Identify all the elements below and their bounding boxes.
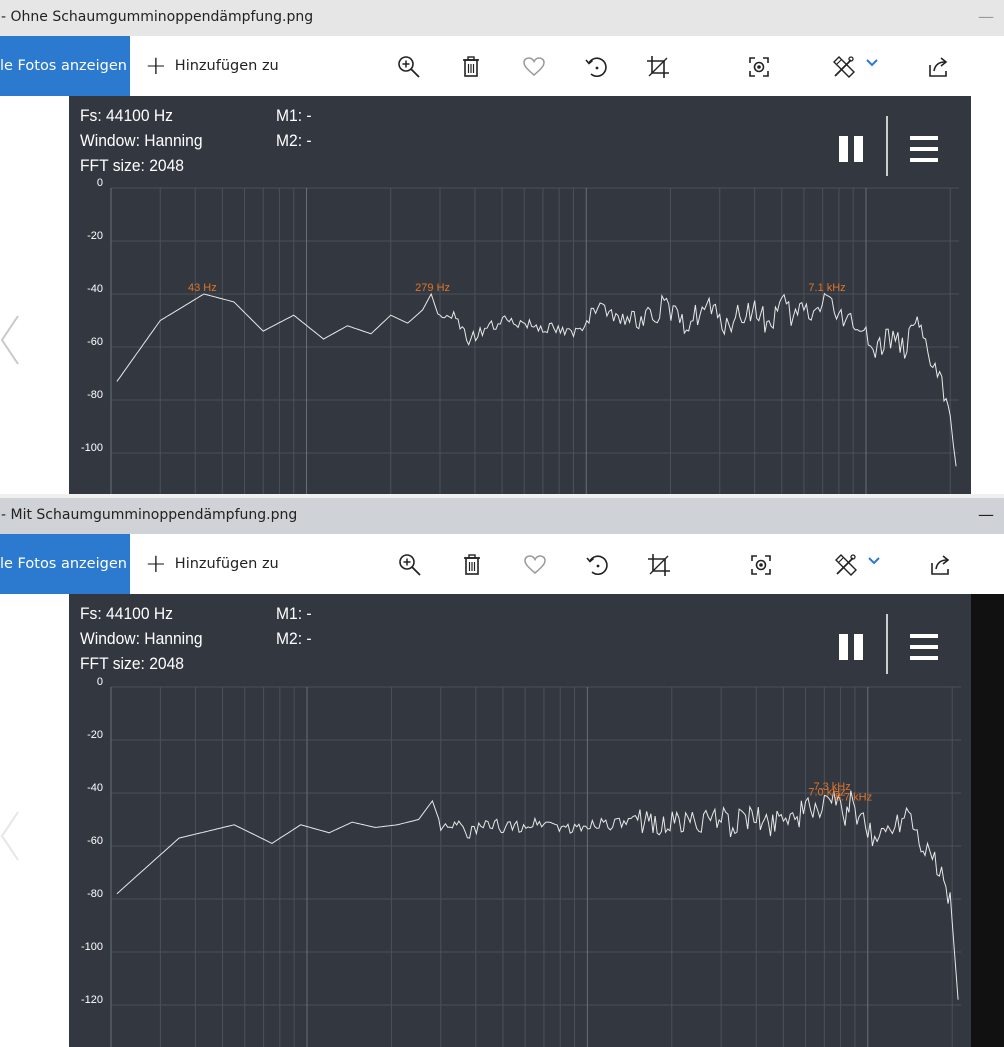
sample-rate-label: Fs: 44100 Hz [80,604,173,623]
window-title: - Mit Schaumgumminoppendämpfung.png [1,507,298,523]
all-photos-button[interactable]: le Fotos anzeigen [0,534,130,594]
zoom-in-icon[interactable] [396,54,422,80]
y-tick-label: -20 [87,230,103,242]
delete-icon[interactable] [459,552,485,578]
previous-arrow-icon[interactable] [0,808,20,864]
crop-icon[interactable] [645,54,671,80]
menu-bar [910,147,938,151]
title-bar[interactable]: - Ohne Schaumgumminoppendämpfung.png — [0,0,1004,36]
plus-icon: + [145,549,167,579]
photo-window-2: - Mit Schaumgumminoppendämpfung.png — le… [0,498,1004,1047]
peak-label: 7.3 kHz [813,781,850,793]
y-tick-label: -100 [81,442,103,454]
title-bar[interactable]: - Mit Schaumgumminoppendämpfung.png — [0,498,1004,534]
spectrum-analyzer-screen: Fs: 44100 Hz Window: Hanning FFT size: 204… [69,594,971,1047]
fft-size-label: FFT size: 2048 [80,156,184,175]
crop-icon[interactable] [646,552,672,578]
right-edge-strip [971,594,1004,1047]
focus-icon[interactable] [746,54,772,80]
add-to-label: Hinzufügen zu [174,58,279,74]
peak-label: 7.0 kHz [808,786,845,798]
all-photos-button[interactable]: le Fotos anzeigen [0,36,130,96]
y-tick-label: -120 [81,994,103,1006]
plus-icon: + [145,51,167,81]
y-tick-label: -80 [87,389,103,401]
toolbar: le Fotos anzeigen + Hinzufügen zu [0,36,1004,96]
rotate-icon[interactable] [584,552,610,578]
marker-2-label: M2: - [276,131,312,150]
pause-bar [854,634,863,660]
peak-label: 8.7 kHz [835,792,872,804]
right-edge-strip [971,96,1004,494]
spectrum-chart: Fs: 44100 Hz Window: Hanning FFT size: 204… [80,604,961,1047]
chevron-down-icon[interactable] [861,548,887,574]
marker-2-label: M2: - [276,629,312,648]
heart-icon[interactable] [522,552,548,578]
y-tick-label: -40 [87,283,103,295]
pause-bar [839,634,848,660]
menu-icon[interactable] [910,136,938,162]
menu-bar [910,136,938,140]
pause-button[interactable] [839,136,863,162]
pause-bar [854,136,863,162]
y-tick-label: -60 [87,835,103,847]
window-type-label: Window: Hanning [80,131,203,150]
share-icon[interactable] [927,552,953,578]
focus-icon[interactable] [748,552,774,578]
delete-icon[interactable] [458,54,484,80]
share-icon[interactable] [925,54,951,80]
add-to-button[interactable]: + Hinzufügen zu [145,36,279,96]
heart-icon[interactable] [521,54,547,80]
menu-icon[interactable] [910,634,938,660]
y-tick-label: -80 [87,888,103,900]
peak-label: 279 Hz [415,282,450,294]
edit-icon[interactable] [831,54,857,80]
y-tick-label: -60 [87,336,103,348]
edit-icon[interactable] [833,552,859,578]
peak-label: 7.1 kHz [808,282,845,294]
add-to-button[interactable]: + Hinzufügen zu [145,534,279,594]
y-tick-label: -40 [87,782,103,794]
spectrum-analyzer-screen: Fs: 44100 Hz Window: Hanning FFT size: 204… [69,96,971,494]
toolbar: le Fotos anzeigen + Hinzufügen zu [0,534,1004,594]
photo-window-1: - Ohne Schaumgumminoppendämpfung.png — l… [0,0,1004,494]
fft-size-label: FFT size: 2048 [80,654,184,673]
y-tick-label: 0 [97,177,103,189]
menu-bar [910,634,938,638]
marker-1-label: M1: - [276,604,312,623]
zoom-in-icon[interactable] [397,552,423,578]
window-title: - Ohne Schaumgumminoppendämpfung.png [1,9,314,25]
pause-button[interactable] [839,634,863,660]
chevron-down-icon[interactable] [859,50,885,76]
add-to-label: Hinzufügen zu [174,556,279,572]
spectrum-line [116,790,959,1000]
menu-bar [910,158,938,162]
y-tick-label: -100 [81,941,103,953]
minimize-button[interactable]: — [978,505,994,524]
sample-rate-label: Fs: 44100 Hz [80,106,173,125]
previous-arrow-icon[interactable] [0,312,20,368]
menu-bar [910,656,938,660]
minimize-button[interactable]: — [978,7,994,26]
rotate-icon[interactable] [583,54,609,80]
window-type-label: Window: Hanning [80,629,203,648]
y-tick-label: 0 [97,676,103,688]
menu-bar [910,645,938,649]
spectrum-line [116,292,957,467]
spectrum-chart: Fs: 44100 Hz Window: Hanning FFT size: 204… [80,106,959,494]
marker-1-label: M1: - [276,106,312,125]
pause-bar [839,136,848,162]
peak-label: 43 Hz [188,282,217,294]
y-tick-label: -20 [87,729,103,741]
